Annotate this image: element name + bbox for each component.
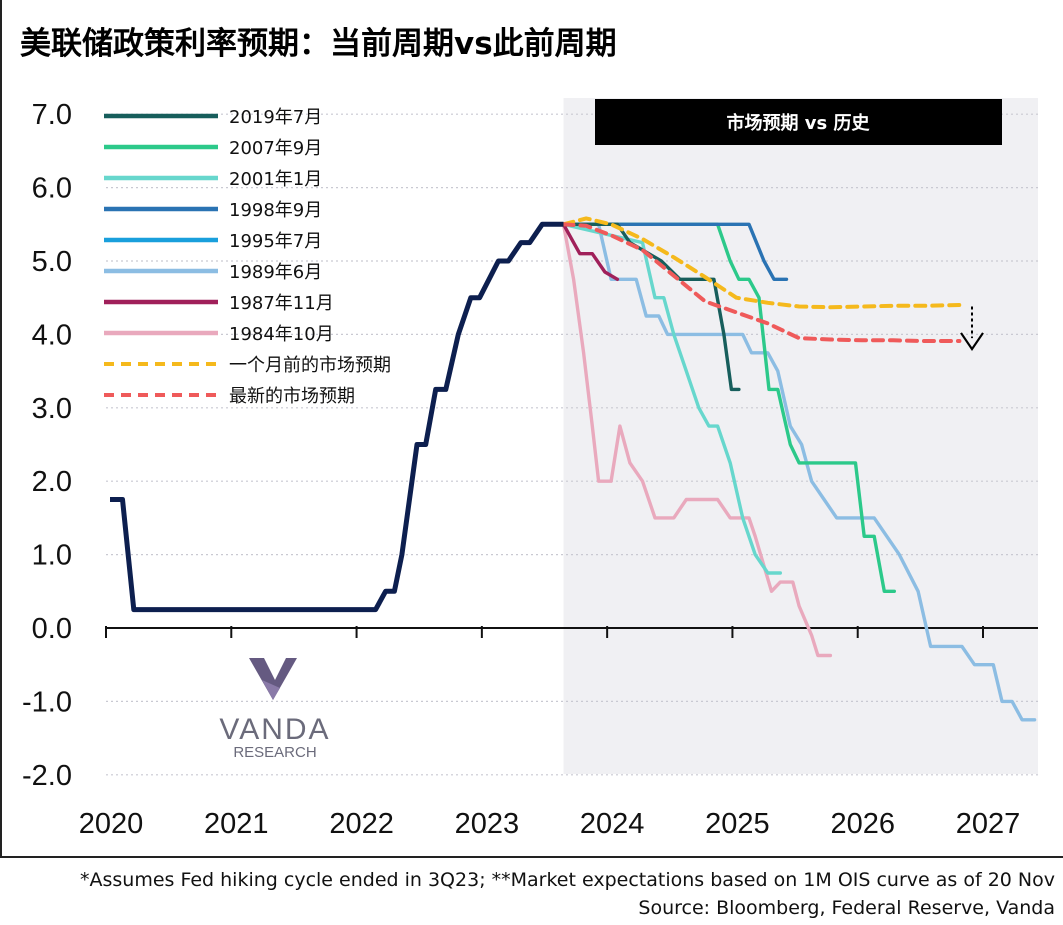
y-tick-label: 7.0	[32, 99, 72, 131]
policy-rate-line	[110, 221, 564, 613]
series-line-3	[561, 222, 789, 281]
series-line-5	[561, 222, 1037, 722]
x-tick-label: 2027	[956, 808, 1021, 840]
logo-name: VANDA	[219, 713, 330, 746]
legend-label: 1998年9月	[229, 200, 322, 221]
series-line-7	[561, 222, 833, 658]
series-line-8	[561, 216, 962, 310]
y-tick-label: 0.0	[32, 613, 72, 645]
shift-arrow-head	[960, 332, 984, 352]
logo-sub: RESEARCH	[233, 744, 316, 761]
y-tick-label: 2.0	[32, 466, 72, 498]
x-tick-label: 2025	[705, 808, 770, 840]
legend-label: 2019年7月	[229, 107, 322, 128]
series-line-1	[561, 222, 896, 593]
legend-label: 一个月前的市场预期	[229, 355, 391, 376]
series-line-9	[561, 222, 962, 343]
legend-label: 1989年6月	[229, 262, 322, 283]
x-tick-label: 2023	[455, 808, 520, 840]
series-line-6	[561, 222, 620, 281]
legend-label: 最新的市场预期	[229, 386, 355, 407]
footer-rule	[0, 856, 1063, 858]
logo-mark-accent	[262, 680, 280, 700]
legend-label: 1984年10月	[229, 324, 334, 345]
legend-label: 2007年9月	[229, 138, 322, 159]
chart-title: 美联储政策利率预期：当前周期vs此前周期	[20, 26, 617, 62]
x-tick-label: 2024	[580, 808, 645, 840]
x-tick-label: 2021	[204, 808, 269, 840]
y-tick-label: 5.0	[32, 246, 72, 278]
y-tick-label: 3.0	[32, 393, 72, 425]
legend-label: 1995年7月	[229, 231, 322, 252]
chart-frame-left	[0, 0, 2, 857]
y-tick-label: -1.0	[22, 686, 72, 718]
forecast-region	[563, 98, 1038, 774]
banner-label: 市场预期 vs 历史	[727, 112, 871, 134]
x-tick-label: 2020	[79, 808, 144, 840]
footnote-source: Source: Bloomberg, Federal Reserve, Vand…	[638, 897, 1055, 919]
y-tick-label: -2.0	[22, 760, 72, 792]
banner	[595, 99, 1002, 145]
footnote-assumption: *Assumes Fed hiking cycle ended in 3Q23;…	[79, 869, 1055, 891]
y-tick-label: 4.0	[32, 319, 72, 351]
y-tick-label: 6.0	[32, 173, 72, 205]
x-tick-label: 2026	[830, 808, 895, 840]
legend-label: 1987年11月	[229, 293, 334, 314]
y-tick-label: 1.0	[32, 540, 72, 572]
logo-mark	[249, 658, 297, 700]
legend-label: 2001年1月	[229, 169, 322, 190]
series-line-2	[561, 222, 782, 575]
x-tick-label: 2022	[329, 808, 394, 840]
